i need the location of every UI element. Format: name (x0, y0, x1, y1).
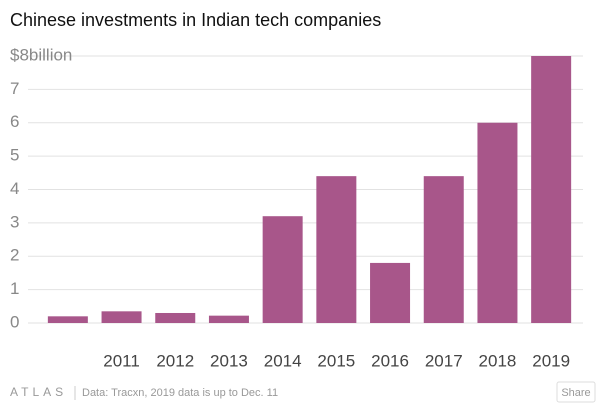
source-note: Data: Tracxn, 2019 data is up to Dec. 11 (82, 387, 278, 399)
x-tick-label: 2011 (103, 351, 140, 370)
y-tick-label: $8billion (10, 45, 72, 64)
bar (47, 316, 88, 323)
x-tick-label: 2017 (425, 351, 463, 370)
y-tick-label: 1 (10, 279, 19, 298)
y-tick-label: 6 (10, 112, 19, 131)
y-tick-label: 3 (10, 212, 19, 231)
x-tick-label: 2014 (264, 351, 302, 370)
y-tick-label: 4 (10, 179, 19, 198)
x-tick-label: 2018 (479, 351, 517, 370)
bar (208, 315, 249, 323)
brand: ATLAS (10, 385, 67, 399)
x-tick-label: 2019 (532, 351, 570, 370)
bar (423, 176, 464, 323)
x-tick-label: 2012 (156, 351, 194, 370)
x-tick-label: 2013 (210, 351, 248, 370)
bar (155, 312, 196, 323)
x-tick-label: 2016 (371, 351, 409, 370)
y-tick-label: 5 (10, 146, 19, 165)
y-tick-label: 7 (10, 79, 19, 98)
bar (370, 262, 411, 323)
share-label[interactable]: Share (561, 387, 590, 399)
bar (531, 56, 572, 323)
chart-title: Chinese investments in Indian tech compa… (10, 10, 381, 30)
bar (101, 311, 142, 323)
bar (477, 122, 518, 323)
y-tick-label: 0 (10, 312, 19, 331)
share-button[interactable] (556, 381, 596, 403)
x-tick-label: 2015 (317, 351, 355, 370)
bar (262, 216, 303, 323)
bar (316, 176, 357, 323)
y-tick-label: 2 (10, 246, 19, 265)
